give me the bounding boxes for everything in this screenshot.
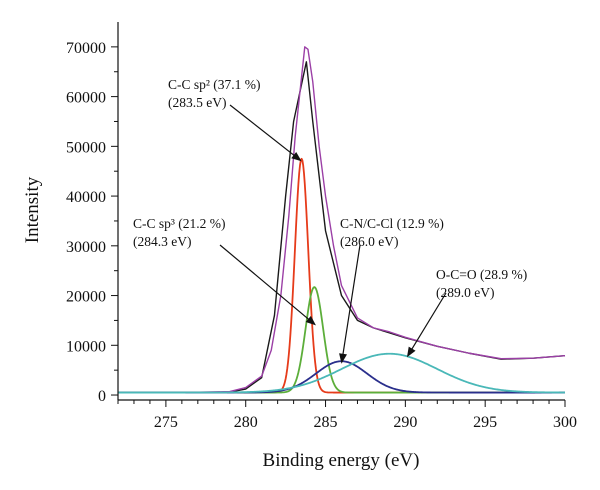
y-tick-label: 40000	[66, 189, 106, 206]
y-tick-label: 30000	[66, 239, 106, 256]
annotation-arrow-line	[219, 244, 311, 322]
annotation-arrow-head	[305, 315, 316, 326]
series-peak-4	[117, 360, 566, 394]
x-axis-title: Binding energy (eV)	[263, 450, 420, 471]
annotation-arrow-head	[291, 151, 302, 162]
x-tick-label: 295	[473, 414, 497, 431]
series-peak-3	[117, 286, 566, 394]
annotation-arrow-head	[406, 346, 416, 358]
x-tick-label: 290	[393, 414, 417, 431]
annotation-arrow-line	[410, 292, 447, 352]
annotation-arrow-line	[229, 104, 297, 158]
annotation-line2: (283.5 eV)	[168, 95, 226, 110]
annotation-line1: C-N/C-Cl (12.9 %)	[340, 216, 444, 231]
x-tick-label: 280	[234, 414, 258, 431]
annotation-line2: (286.0 eV)	[340, 234, 398, 249]
series-envelope-1	[118, 46, 566, 394]
y-tick-label: 50000	[66, 139, 106, 156]
annotations-layer: C-C sp² (37.1 %) (283.5 eV) C-C sp³ (21.2 …	[133, 77, 527, 364]
y-tick-label: 60000	[66, 90, 106, 107]
x-tick-label: 300	[553, 414, 577, 431]
annotation-line2: (284.3 eV)	[133, 234, 191, 249]
annotation-line1: O-C=O (28.9 %)	[436, 267, 527, 282]
annotation-arrow-line	[341, 244, 361, 357]
y-tick-label: 10000	[66, 338, 106, 355]
y-tick-label: 0	[98, 388, 106, 405]
annotation-arrow-head	[339, 353, 347, 364]
series-peak-5	[117, 352, 566, 394]
annotation-line1: C-C sp² (37.1 %)	[168, 77, 261, 92]
y-axis-title: Intensity	[22, 176, 43, 243]
x-tick-label: 275	[154, 414, 178, 431]
x-tick-label: 285	[314, 414, 338, 431]
annotation-line1: C-C sp³ (21.2 %)	[133, 216, 226, 231]
y-tick-label: 20000	[66, 289, 106, 306]
axes-layer: 275 280 285 290 295 300 0 10000 20000 30000 40000 5…	[66, 22, 577, 431]
y-tick-label: 70000	[66, 40, 106, 57]
annotation-line2: (289.0 eV)	[436, 285, 494, 300]
